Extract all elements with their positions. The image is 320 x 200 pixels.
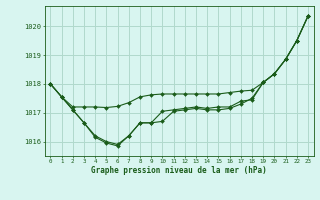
X-axis label: Graphe pression niveau de la mer (hPa): Graphe pression niveau de la mer (hPa) — [91, 166, 267, 175]
